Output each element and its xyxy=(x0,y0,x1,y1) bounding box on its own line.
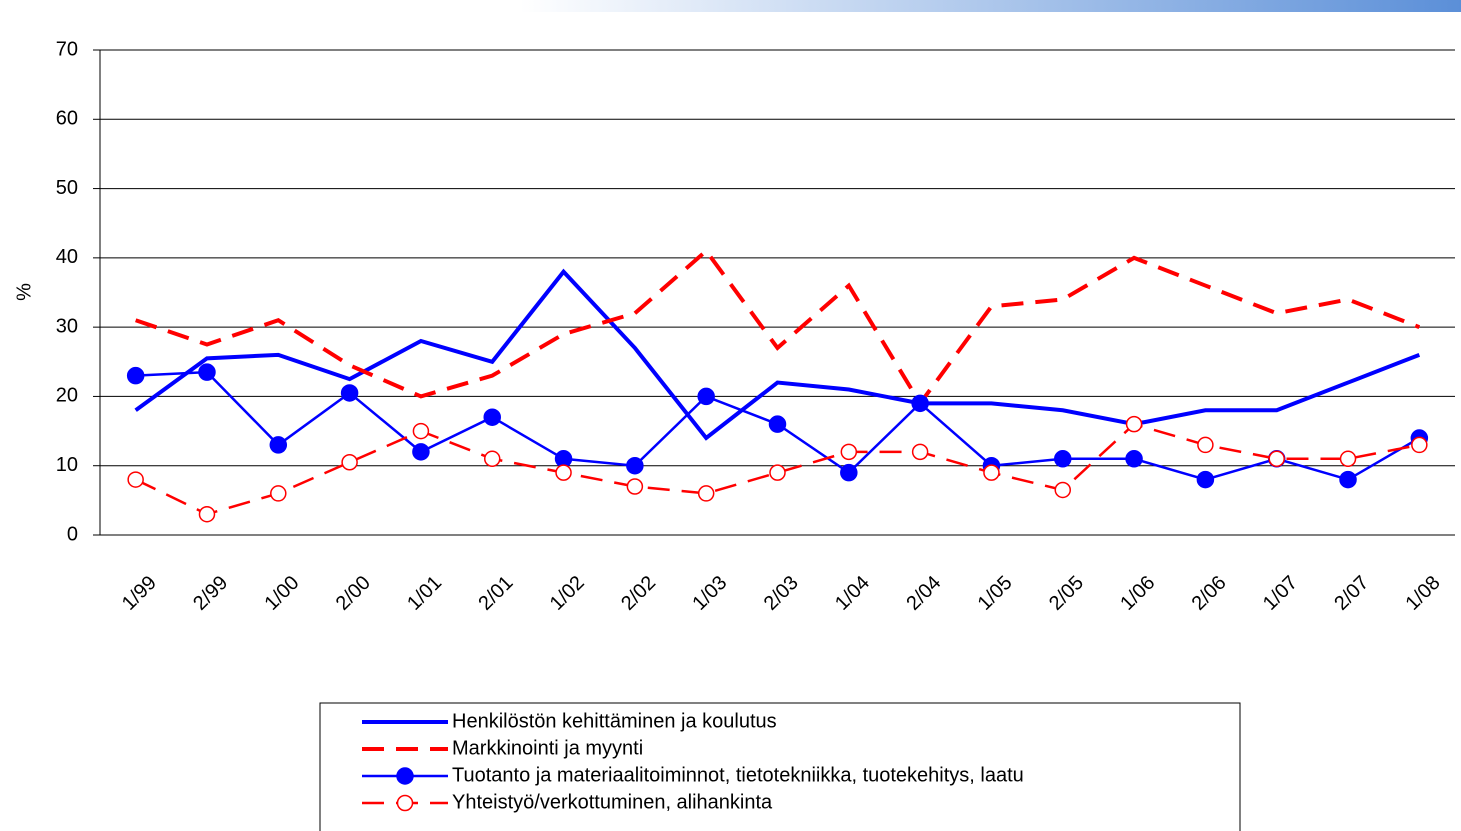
header-band xyxy=(520,0,1461,12)
marker xyxy=(396,794,414,812)
marker xyxy=(483,450,501,468)
marker xyxy=(1054,481,1072,499)
legend-label: Henkilöstön kehittäminen ja koulutus xyxy=(452,710,777,732)
x-tick-label: 1/07 xyxy=(1259,572,1302,615)
x-tick-label: 2/05 xyxy=(1045,572,1088,615)
y-tick-label: 50 xyxy=(56,177,78,199)
marker xyxy=(198,363,216,381)
marker xyxy=(626,456,644,475)
marker xyxy=(396,767,414,785)
x-tick-label: 1/03 xyxy=(688,572,731,615)
series-line xyxy=(134,268,1421,441)
marker xyxy=(911,394,929,413)
marker xyxy=(1196,470,1215,489)
marker xyxy=(1054,450,1072,468)
legend-label: Yhteistyö/verkottuminen, alihankinta xyxy=(452,791,773,813)
marker xyxy=(341,454,358,471)
x-tick-label: 2/99 xyxy=(189,572,232,615)
x-tick-label: 2/03 xyxy=(760,572,803,615)
x-tick-label: 1/06 xyxy=(1116,572,1159,615)
x-tick-label: 1/05 xyxy=(974,572,1017,615)
x-tick-label: 1/00 xyxy=(260,572,303,615)
marker xyxy=(269,436,288,454)
y-tick-label: 70 xyxy=(56,38,78,60)
marker xyxy=(1197,436,1214,454)
marker xyxy=(983,464,1000,481)
y-axis-label: % xyxy=(13,283,35,301)
marker xyxy=(626,478,644,495)
x-tick-label: 2/04 xyxy=(902,572,945,615)
marker xyxy=(340,384,359,402)
marker xyxy=(697,387,715,406)
marker xyxy=(412,422,430,440)
y-tick-label: 0 xyxy=(67,523,78,545)
y-tick-label: 20 xyxy=(56,385,78,407)
marker xyxy=(911,443,929,461)
x-tick-label: 1/02 xyxy=(546,572,589,615)
x-tick-label: 2/00 xyxy=(332,572,375,615)
marker xyxy=(412,443,430,461)
marker xyxy=(1339,450,1357,468)
marker xyxy=(1339,470,1357,489)
y-tick-label: 30 xyxy=(56,315,78,337)
y-tick-label: 40 xyxy=(56,246,78,268)
marker xyxy=(768,415,787,433)
x-tick-label: 2/02 xyxy=(617,572,660,615)
marker xyxy=(127,471,144,488)
legend-label: Markkinointi ja myynti xyxy=(452,737,643,759)
legend-label: Tuotanto ja materiaalitoiminnot, tietote… xyxy=(452,764,1024,786)
x-tick-label: 2/07 xyxy=(1330,572,1373,615)
marker xyxy=(769,464,786,481)
marker xyxy=(1411,436,1428,454)
marker xyxy=(126,366,145,385)
x-tick-label: 1/99 xyxy=(118,572,161,615)
marker xyxy=(270,485,287,502)
x-tick-label: 1/08 xyxy=(1402,572,1445,615)
marker xyxy=(1268,450,1285,468)
series-line xyxy=(135,247,1421,407)
marker xyxy=(1125,450,1143,468)
marker xyxy=(483,408,501,426)
marker xyxy=(840,463,858,482)
legend xyxy=(319,702,1241,831)
x-tick-label: 1/04 xyxy=(831,572,874,615)
marker xyxy=(198,505,216,523)
y-tick-label: 10 xyxy=(56,454,78,476)
marker xyxy=(554,450,573,468)
x-tick-label: 1/01 xyxy=(403,572,446,615)
marker xyxy=(697,485,715,502)
marker xyxy=(1125,415,1143,433)
marker xyxy=(555,464,572,481)
y-tick-label: 60 xyxy=(56,108,78,130)
x-tick-label: 2/06 xyxy=(1188,572,1231,615)
marker xyxy=(840,443,858,461)
x-tick-label: 2/01 xyxy=(474,572,517,615)
